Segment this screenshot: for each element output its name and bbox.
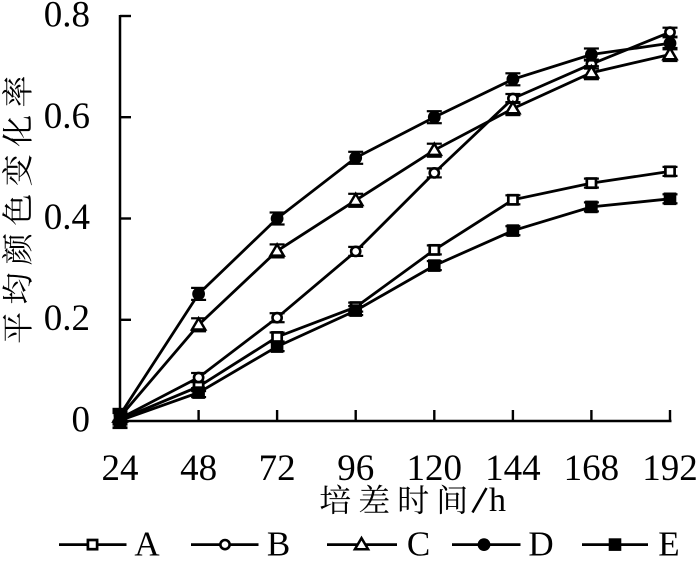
svg-text:72: 72	[259, 448, 296, 489]
svg-text:120: 120	[407, 448, 463, 489]
svg-text:48: 48	[180, 448, 217, 489]
svg-text:0: 0	[72, 400, 91, 441]
svg-text:E: E	[658, 525, 679, 559]
svg-text:0.4: 0.4	[44, 197, 90, 238]
svg-text:24: 24	[102, 448, 139, 489]
svg-text:D: D	[528, 525, 553, 559]
svg-text:144: 144	[485, 448, 541, 489]
svg-text:192: 192	[642, 448, 698, 489]
svg-text:A: A	[134, 525, 160, 559]
svg-text:0.2: 0.2	[44, 298, 90, 339]
svg-text:0.8: 0.8	[44, 0, 90, 36]
svg-text:0.6: 0.6	[44, 96, 90, 137]
svg-text:h: h	[489, 482, 506, 519]
svg-text:C: C	[407, 525, 430, 559]
svg-text:96: 96	[337, 448, 374, 489]
svg-text:168: 168	[564, 448, 620, 489]
svg-text:B: B	[267, 525, 290, 559]
